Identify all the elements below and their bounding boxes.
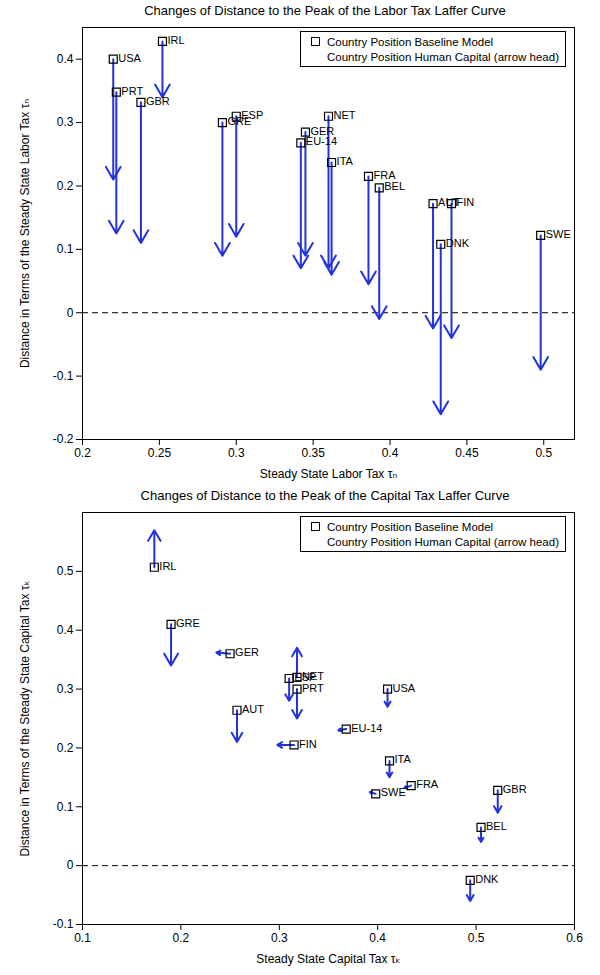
svg-text:BEL: BEL bbox=[486, 820, 507, 832]
html-text:Changes of Distance to the Pea: Changes of Distance to the Peak of the L… bbox=[144, 3, 506, 18]
svg-text:0.45: 0.45 bbox=[455, 446, 479, 460]
svg-text:0.1: 0.1 bbox=[57, 242, 74, 256]
svg-text:0.1: 0.1 bbox=[74, 931, 91, 945]
svg-text:0.1: 0.1 bbox=[57, 800, 74, 814]
svg-text:NET: NET bbox=[302, 670, 324, 682]
svg-text:GBR: GBR bbox=[503, 783, 527, 795]
svg-text:EU-14: EU-14 bbox=[351, 722, 382, 734]
svg-text:Distance in Terms of the Stead: Distance in Terms of the Steady State Ca… bbox=[18, 580, 32, 856]
svg-text:0.2: 0.2 bbox=[57, 179, 74, 193]
svg-text:ITA: ITA bbox=[395, 753, 412, 765]
svg-text:GER: GER bbox=[310, 125, 334, 137]
svg-text:AUT: AUT bbox=[438, 196, 460, 209]
svg-text:USA: USA bbox=[393, 682, 416, 694]
html-text:Country Position Human Capital: Country Position Human Capital (arrow he… bbox=[327, 50, 559, 63]
html-text:Changes of Distance to the Pea: Changes of Distance to the Peak of the C… bbox=[140, 488, 510, 503]
svg-text:0.5: 0.5 bbox=[57, 564, 74, 578]
svg-text:EU-14: EU-14 bbox=[306, 135, 337, 147]
svg-text:IRL: IRL bbox=[159, 560, 176, 572]
svg-text:0.5: 0.5 bbox=[468, 931, 485, 945]
svg-text:0.35: 0.35 bbox=[301, 446, 325, 460]
html-text:Country Position Baseline Mode: Country Position Baseline Model bbox=[327, 35, 494, 48]
svg-text:0.4: 0.4 bbox=[57, 52, 74, 66]
svg-text:Steady State Capital Tax τₖ: Steady State Capital Tax τₖ bbox=[256, 952, 400, 966]
svg-text:ESP: ESP bbox=[241, 109, 263, 121]
svg-text:0.4: 0.4 bbox=[382, 446, 399, 460]
svg-text:0.3: 0.3 bbox=[228, 446, 245, 460]
svg-text:0.6: 0.6 bbox=[566, 931, 583, 945]
svg-text:0.3: 0.3 bbox=[271, 931, 288, 945]
svg-text:-0.1: -0.1 bbox=[53, 917, 74, 931]
html-text:Country Position Baseline Mode: Country Position Baseline Model bbox=[327, 520, 494, 533]
svg-text:0.5: 0.5 bbox=[535, 446, 552, 460]
svg-text:0: 0 bbox=[67, 858, 74, 872]
svg-text:-0.2: -0.2 bbox=[53, 432, 74, 446]
html-text:Country Position Human Capital: Country Position Human Capital (arrow he… bbox=[327, 535, 559, 548]
svg-text:GRE: GRE bbox=[176, 617, 200, 629]
svg-text:PRT: PRT bbox=[121, 85, 143, 97]
svg-text:0.4: 0.4 bbox=[369, 931, 386, 945]
svg-text:SWE: SWE bbox=[546, 228, 571, 240]
svg-text:NET: NET bbox=[334, 109, 356, 121]
svg-text:IRL: IRL bbox=[167, 34, 184, 46]
svg-text:PRT: PRT bbox=[302, 682, 324, 694]
svg-text:USA: USA bbox=[118, 52, 141, 64]
svg-text:BEL: BEL bbox=[384, 180, 405, 192]
svg-text:GER: GER bbox=[235, 646, 259, 658]
svg-text:SWE: SWE bbox=[381, 786, 406, 798]
svg-text:FRA: FRA bbox=[373, 169, 396, 181]
svg-text:-0.1: -0.1 bbox=[53, 369, 74, 383]
svg-text:0.2: 0.2 bbox=[74, 446, 91, 460]
svg-text:0.3: 0.3 bbox=[57, 682, 74, 696]
svg-text:FIN: FIN bbox=[457, 196, 475, 208]
svg-text:Steady State Labor Tax τₙ: Steady State Labor Tax τₙ bbox=[260, 467, 398, 481]
svg-text:0.2: 0.2 bbox=[173, 931, 190, 945]
svg-text:DNK: DNK bbox=[475, 873, 499, 885]
svg-text:0.4: 0.4 bbox=[57, 623, 74, 637]
svg-text:ITA: ITA bbox=[337, 155, 354, 167]
svg-text:0: 0 bbox=[67, 306, 74, 320]
svg-text:FIN: FIN bbox=[299, 738, 317, 750]
svg-text:AUT: AUT bbox=[242, 703, 264, 715]
svg-text:GBR: GBR bbox=[146, 95, 170, 107]
svg-text:0.25: 0.25 bbox=[148, 446, 172, 460]
svg-text:Distance in Terms of the Stead: Distance in Terms of the Steady State La… bbox=[18, 99, 32, 368]
svg-text:0.2: 0.2 bbox=[57, 741, 74, 755]
svg-text:0.3: 0.3 bbox=[57, 115, 74, 129]
svg-text:DNK: DNK bbox=[446, 237, 470, 249]
svg-text:GRE: GRE bbox=[227, 115, 252, 128]
svg-text:FRA: FRA bbox=[416, 778, 439, 790]
